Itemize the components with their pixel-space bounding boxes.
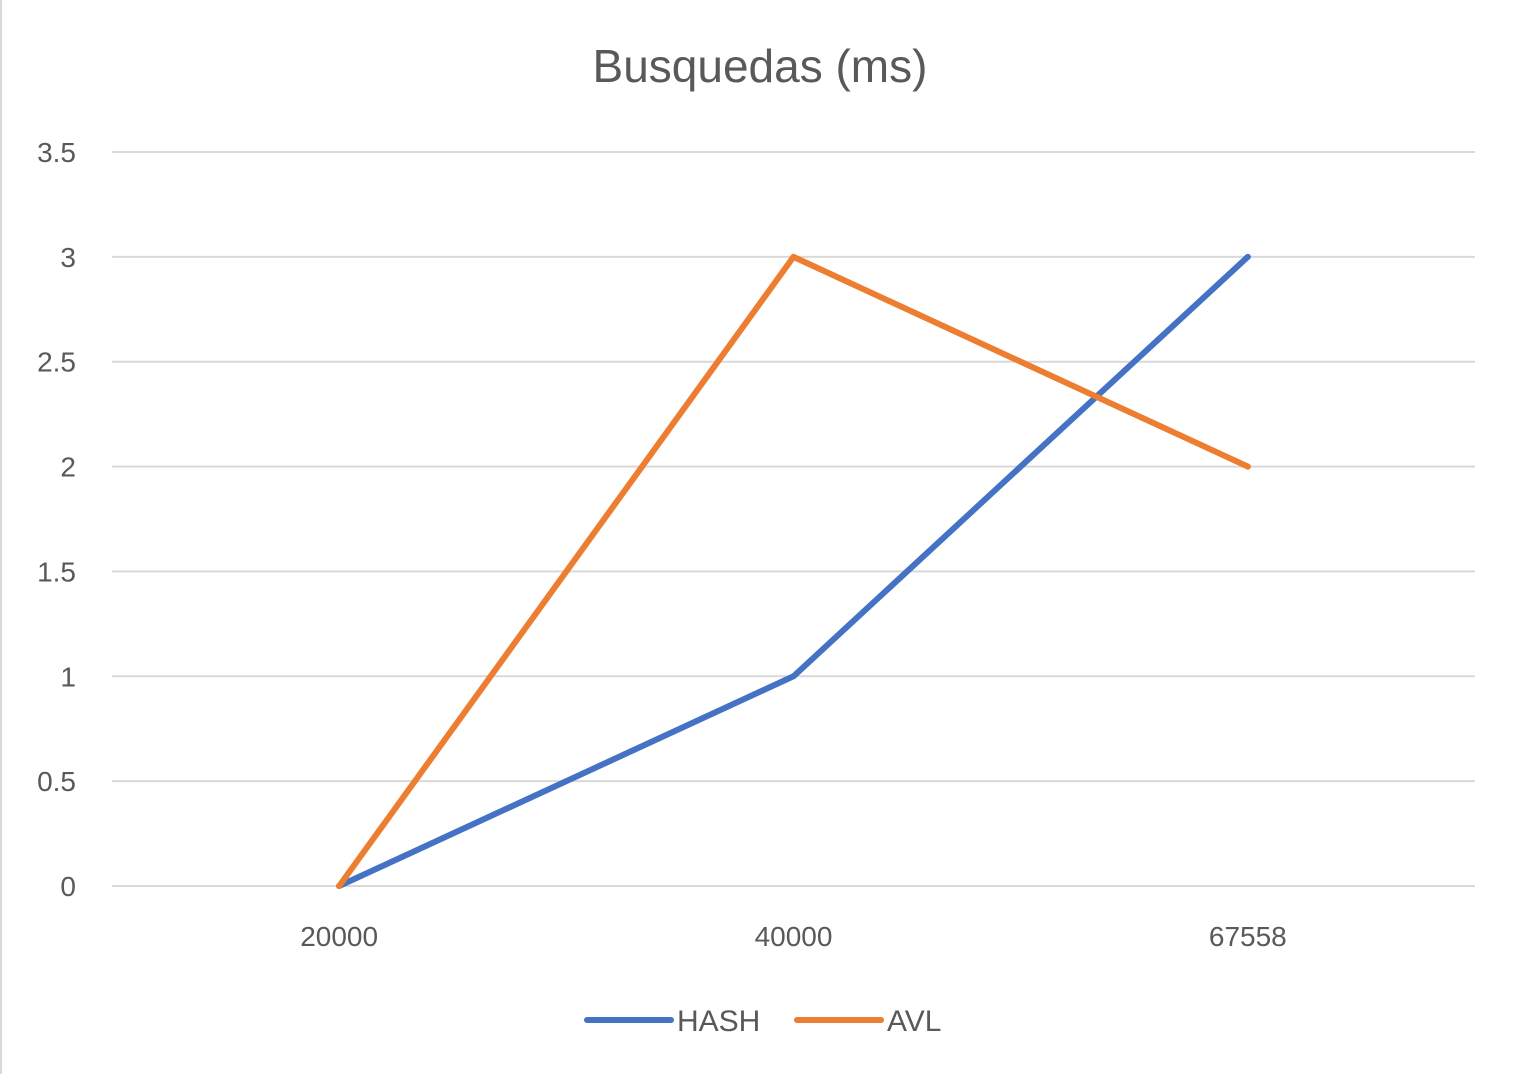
y-tick-label: 0 (60, 871, 76, 902)
chart-title: Busquedas (ms) (593, 40, 928, 92)
legend: HASH AVL (584, 1005, 941, 1038)
x-axis-ticks: 20000 40000 67558 (300, 921, 1287, 952)
legend-label: AVL (887, 1005, 941, 1038)
y-tick-label: 3.5 (37, 137, 76, 168)
y-tick-label: 1 (60, 661, 76, 692)
y-tick-label: 2 (60, 452, 76, 483)
x-tick-label: 20000 (300, 921, 378, 952)
y-tick-label: 3 (60, 242, 76, 273)
data-point-avl (336, 883, 343, 889)
data-point-avl (790, 253, 797, 260)
legend-item-hash: HASH (584, 1005, 760, 1038)
series-lines (336, 253, 1251, 889)
y-axis-ticks: 0 0.5 1 1.5 2 2.5 3 3.5 (37, 137, 76, 902)
data-point-hash (790, 673, 797, 680)
y-tick-label: 0.5 (37, 766, 76, 797)
gridlines (112, 151, 1475, 887)
y-tick-label: 2.5 (37, 347, 76, 378)
y-tick-label: 1.5 (37, 556, 76, 587)
x-tick-label: 40000 (755, 921, 833, 952)
legend-label: HASH (677, 1005, 760, 1038)
data-point-hash (1244, 253, 1251, 260)
x-tick-label: 67558 (1209, 921, 1287, 952)
legend-item-avl: AVL (794, 1005, 941, 1038)
data-point-avl (1244, 463, 1251, 470)
